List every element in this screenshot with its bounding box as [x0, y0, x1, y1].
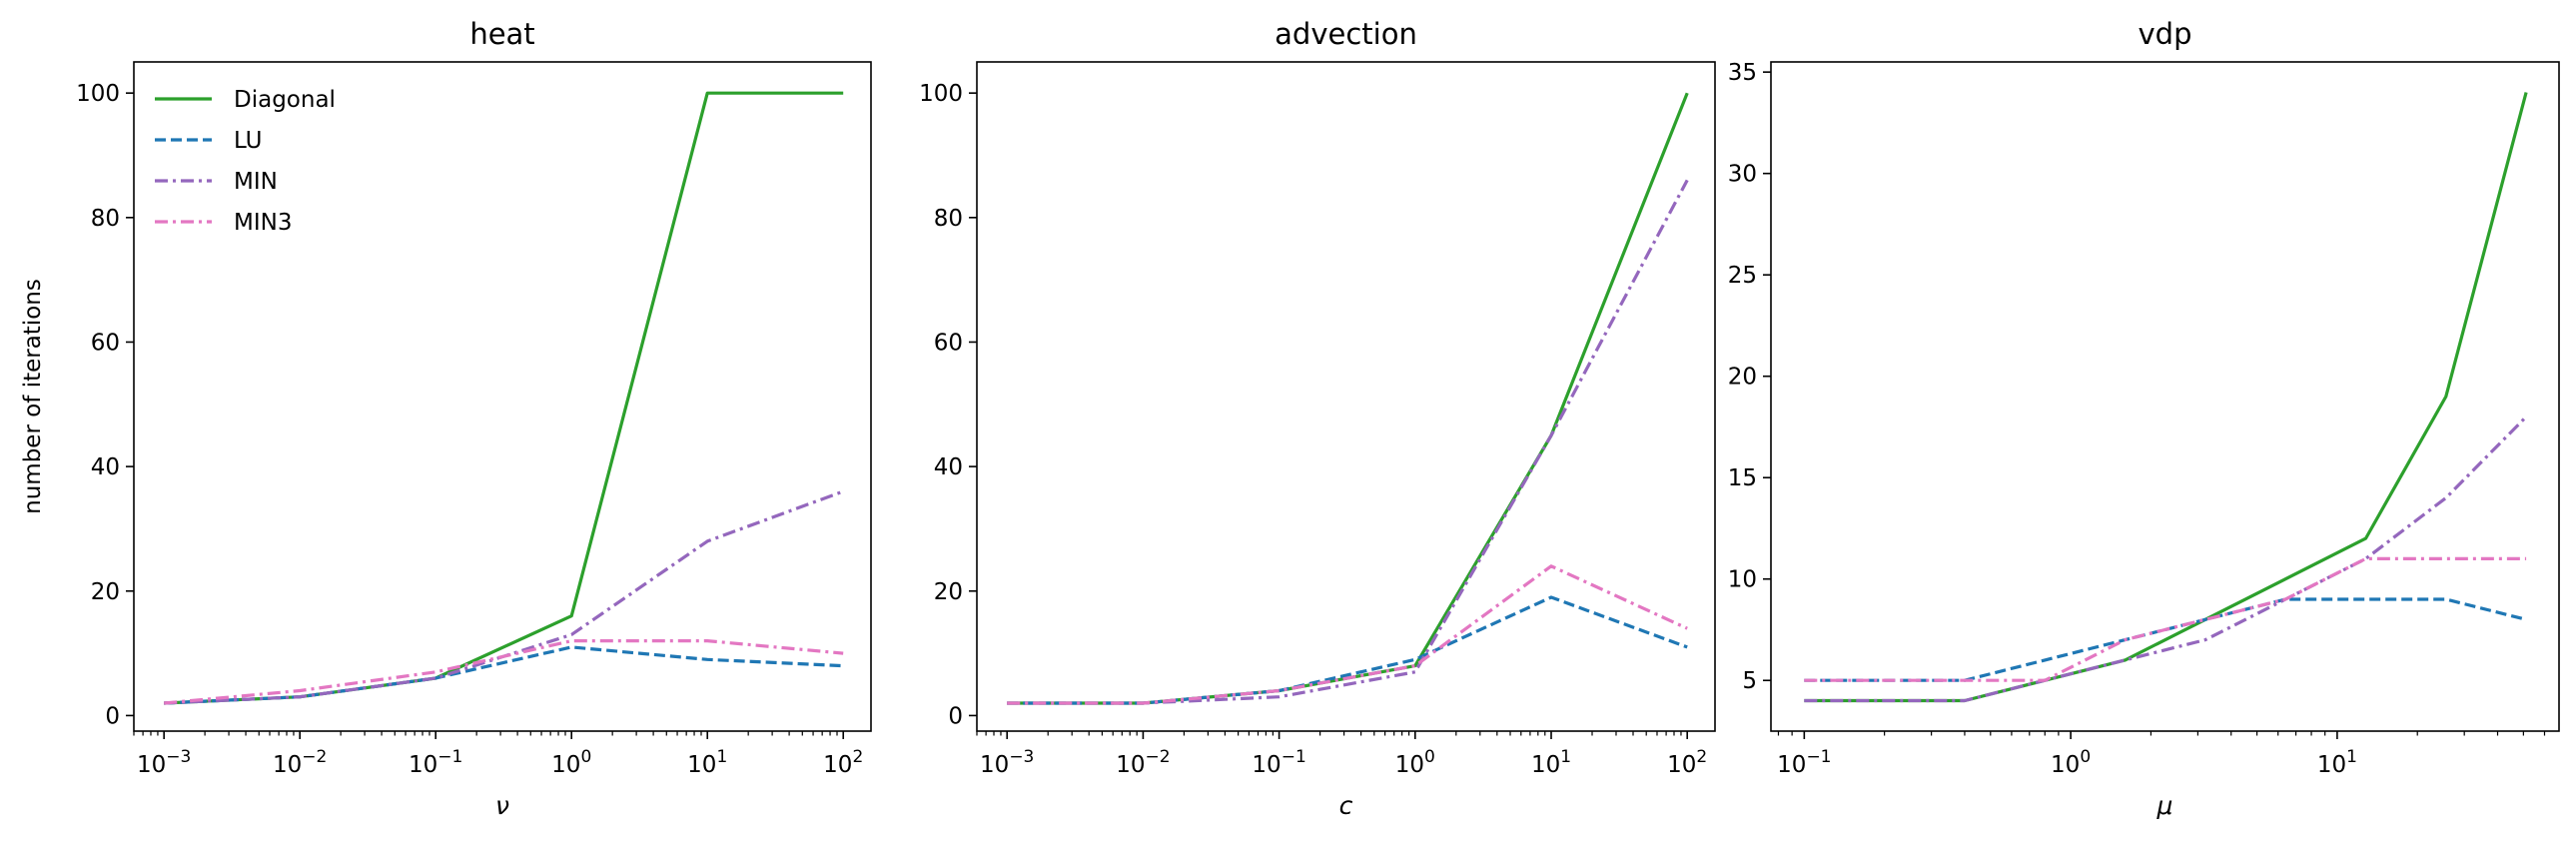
series-line-min3: [164, 638, 844, 705]
chart-title: advection: [1275, 17, 1417, 51]
chart-panel-advection: 0 20 40 60 80 100 10−3 10−2 10−1 100 101 102 advecti…: [919, 17, 1716, 820]
series-line-lu: [1804, 597, 2527, 682]
x-axis-label: ν: [495, 791, 509, 820]
plot-frame: [976, 61, 1716, 732]
y-tick-label: 100: [919, 81, 963, 107]
legend-item-diagonal: Diagonal: [155, 87, 336, 113]
x-axis-ticks: 10−3 10−2 10−1 100 101 102: [133, 731, 863, 778]
y-tick-label: 20: [934, 579, 963, 605]
x-tick-label: 101: [687, 747, 727, 778]
y-tick-label: 25: [1728, 263, 1757, 289]
legend-label: LU: [234, 128, 263, 154]
y-tick-label: 0: [948, 703, 963, 729]
x-axis-ticks: 10−1 100 101: [1777, 731, 2546, 778]
x-tick-label: 100: [2051, 747, 2091, 778]
y-tick-label: 80: [934, 206, 963, 232]
legend-item-min3: MIN3: [155, 210, 292, 236]
series-lines: [164, 91, 844, 705]
chart-title: vdp: [2139, 17, 2192, 51]
legend-item-min: MIN: [155, 169, 278, 195]
y-tick-label: 5: [1742, 668, 1757, 694]
legend: Diagonal LU MIN MIN3: [155, 87, 336, 236]
x-tick-label: 10−2: [273, 747, 327, 778]
x-tick-label: 100: [1395, 747, 1435, 778]
y-axis-ticks: 0 20 40 60 80 100: [919, 81, 977, 729]
y-axis-label: number of iterations: [20, 279, 46, 514]
x-tick-label: 10−3: [137, 747, 191, 778]
y-tick-label: 60: [934, 330, 963, 356]
y-tick-label: 20: [91, 579, 120, 605]
series-line-diagonal: [1804, 92, 2528, 703]
x-tick-label: 100: [551, 747, 591, 778]
y-tick-label: 30: [1728, 162, 1757, 188]
series-line-min3: [1804, 556, 2527, 682]
y-tick-label: 35: [1728, 60, 1757, 86]
x-tick-label: 10−1: [1252, 747, 1305, 778]
plot-frame: [133, 61, 872, 732]
y-tick-label: 20: [1728, 365, 1757, 391]
series-line-min: [1804, 416, 2528, 703]
legend-label: MIN: [234, 169, 278, 195]
series-line-diagonal: [1007, 92, 1689, 705]
x-axis-label: c: [1339, 791, 1353, 820]
y-tick-label: 10: [1728, 567, 1757, 593]
series-lines: [1804, 92, 2528, 703]
series-line-min: [1007, 179, 1689, 705]
series-line-lu: [1007, 595, 1688, 705]
plot-frame: [1770, 61, 2560, 732]
chart-panel-heat: 0 20 40 60 80 100 10−3 10−2 10−1 100 101 102 heat ν nu…: [20, 17, 872, 820]
x-tick-label: 10−1: [1777, 747, 1831, 778]
y-tick-label: 40: [91, 454, 120, 480]
x-tick-label: 10−3: [980, 747, 1034, 778]
x-axis-ticks: 10−3 10−2 10−1 100 101 102: [976, 731, 1707, 778]
y-tick-label: 0: [105, 703, 120, 729]
y-axis-ticks: 5 10 15 20 25 30 35: [1728, 60, 1771, 694]
y-tick-label: 60: [91, 330, 120, 356]
y-tick-label: 80: [91, 206, 120, 232]
x-tick-label: 101: [1531, 747, 1571, 778]
y-axis-ticks: 0 20 40 60 80 100: [76, 81, 134, 729]
y-tick-label: 15: [1728, 465, 1757, 491]
y-tick-label: 100: [76, 81, 120, 107]
x-tick-label: 102: [823, 747, 863, 778]
x-tick-label: 10−2: [1116, 747, 1170, 778]
legend-label: Diagonal: [234, 87, 336, 113]
x-tick-label: 10−1: [409, 747, 462, 778]
chart-title: heat: [469, 17, 534, 51]
y-tick-label: 40: [934, 454, 963, 480]
series-lines: [1007, 92, 1689, 705]
legend-item-lu: LU: [155, 128, 263, 154]
series-line-min3: [1007, 564, 1688, 705]
x-tick-label: 102: [1667, 747, 1707, 778]
series-line-min: [164, 489, 844, 705]
x-axis-label: μ: [2156, 791, 2173, 820]
legend-label: MIN3: [234, 210, 292, 236]
chart-panel-vdp: 5 10 15 20 25 30 35 10−1 100 101 vdp μ: [1728, 17, 2560, 820]
x-tick-label: 101: [2317, 747, 2357, 778]
